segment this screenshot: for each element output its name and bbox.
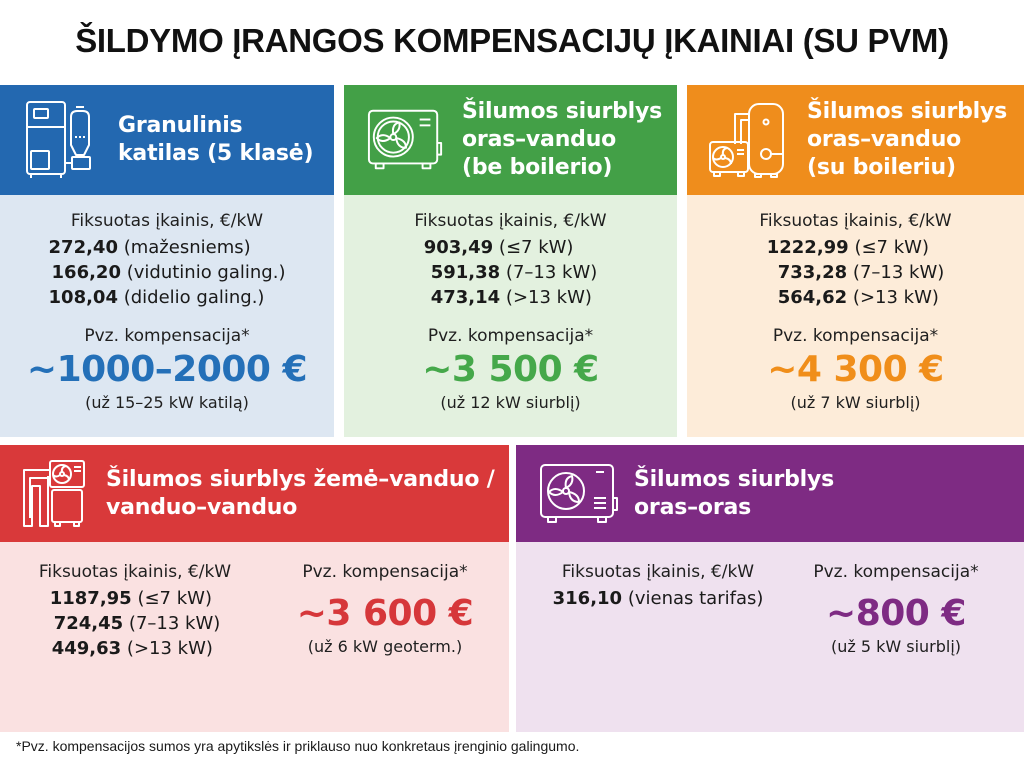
rate-item: 166,20 (vidutinio galing.): [51, 262, 286, 283]
rates-list: 1222,99 (≤7 kW) 733,28 (7–13 kW) 564,62 …: [767, 235, 945, 310]
example-note: (už 6 kW geoterm.): [307, 637, 463, 656]
card-title: Granulinis katilas (5 klasė): [118, 113, 314, 166]
rates-list: 1187,95 (≤7 kW) 724,45 (7–13 kW) 449,63 …: [50, 586, 221, 661]
card-body: Fiksuotas įkainis, €/kW 903,49 (≤7 kW) 5…: [344, 195, 677, 437]
card-air-air-heat-pump: Šilumos siurblys oras–oras Fiksuotas įka…: [516, 445, 1024, 732]
example-value: ~800 €: [826, 593, 966, 634]
card-body: Fiksuotas įkainis, €/kW 316,10 (vienas t…: [516, 542, 1024, 732]
rate-item: 724,45 (7–13 kW): [53, 613, 221, 634]
heat-pump-with-boiler-icon: [707, 100, 793, 180]
rate-label: Fiksuotas įkainis, €/kW: [414, 211, 607, 231]
page-title: ŠILDYMO ĮRANGOS KOMPENSACIJŲ ĮKAINIAI (S…: [75, 22, 949, 59]
example-label: Pvz. kompensacija*: [772, 326, 939, 346]
example-note: (už 12 kW siurblį): [440, 393, 581, 412]
card-title: Šilumos siurblys oras–oras: [634, 466, 835, 520]
card-air-water-no-boiler: Šilumos siurblys oras–vanduo (be boileri…: [344, 85, 677, 437]
example-label: Pvz. kompensacija*: [813, 562, 979, 582]
card-pellet-boiler: Granulinis katilas (5 klasė) Fiksuotas į…: [0, 85, 334, 437]
example-note: (už 5 kW siurblį): [830, 637, 962, 656]
rate-item: 473,14 (>13 kW): [430, 287, 592, 308]
example-label: Pvz. kompensacija*: [427, 326, 594, 346]
example-value: ~4 300 €: [767, 349, 944, 390]
rates-list: 316,10 (vienas tarifas): [553, 586, 764, 611]
rate-item: 733,28 (7–13 kW): [777, 262, 945, 283]
rate-item: 108,04 (didelio galing.): [48, 287, 265, 308]
example-value: ~3 600 €: [296, 593, 474, 634]
air-water-heat-pump-icon: [366, 107, 446, 173]
card-body: Fiksuotas įkainis, €/kW 1187,95 (≤7 kW) …: [0, 542, 509, 732]
rate-item: 449,63 (>13 kW): [51, 638, 213, 659]
card-header: Granulinis katilas (5 klasė): [0, 85, 334, 195]
rate-item: 272,40 (mažesniems): [48, 237, 251, 258]
rates-list: 272,40 (mažesniems) 166,20 (vidutinio ga…: [49, 235, 286, 310]
rate-item: 316,10 (vienas tarifas): [552, 588, 764, 609]
example-value: ~3 500 €: [422, 349, 599, 390]
card-header: Šilumos siurblys oras–vanduo (su boileri…: [687, 85, 1024, 195]
card-ground-water-heat-pump: Šilumos siurblys žemė–vanduo / vanduo–va…: [0, 445, 509, 732]
ground-water-heat-pump-icon: [18, 458, 88, 530]
rate-item: 1222,99 (≤7 kW): [766, 237, 929, 258]
pellet-boiler-icon: [20, 99, 100, 181]
card-body: Fiksuotas įkainis, €/kW 272,40 (mažesnie…: [0, 195, 334, 437]
example-note: (už 15–25 kW katilą): [85, 393, 249, 412]
rate-label: Fiksuotas įkainis, €/kW: [38, 562, 232, 582]
air-air-heat-pump-icon: [538, 462, 620, 526]
card-title: Šilumos siurblys oras–vanduo (su boileri…: [807, 99, 1008, 180]
rates-list: 903,49 (≤7 kW) 591,38 (7–13 kW) 473,14 (…: [424, 235, 598, 310]
example-label: Pvz. kompensacija*: [302, 562, 468, 582]
example-value: ~1000–2000 €: [26, 349, 308, 390]
card-header: Šilumos siurblys oras–oras: [516, 445, 1024, 542]
card-body: Fiksuotas įkainis, €/kW 1222,99 (≤7 kW) …: [687, 195, 1024, 437]
card-title: Šilumos siurblys žemė–vanduo / vanduo–va…: [106, 466, 495, 520]
rate-item: 591,38 (7–13 kW): [430, 262, 598, 283]
card-header: Šilumos siurblys oras–vanduo (be boileri…: [344, 85, 677, 195]
footnote: *Pvz. kompensacijos sumos yra apytikslės…: [16, 738, 580, 754]
rate-label: Fiksuotas įkainis, €/kW: [561, 562, 755, 582]
card-title: Šilumos siurblys oras–vanduo (be boileri…: [462, 99, 663, 180]
example-label: Pvz. kompensacija*: [84, 326, 250, 346]
example-note: (už 7 kW siurblį): [790, 393, 921, 412]
rate-label: Fiksuotas įkainis, €/kW: [70, 211, 264, 231]
rate-item: 564,62 (>13 kW): [777, 287, 939, 308]
rate-label: Fiksuotas įkainis, €/kW: [759, 211, 952, 231]
card-air-water-with-boiler: Šilumos siurblys oras–vanduo (su boileri…: [687, 85, 1024, 437]
rate-item: 903,49 (≤7 kW): [423, 237, 574, 258]
card-header: Šilumos siurblys žemė–vanduo / vanduo–va…: [0, 445, 509, 542]
rate-item: 1187,95 (≤7 kW): [49, 588, 212, 609]
